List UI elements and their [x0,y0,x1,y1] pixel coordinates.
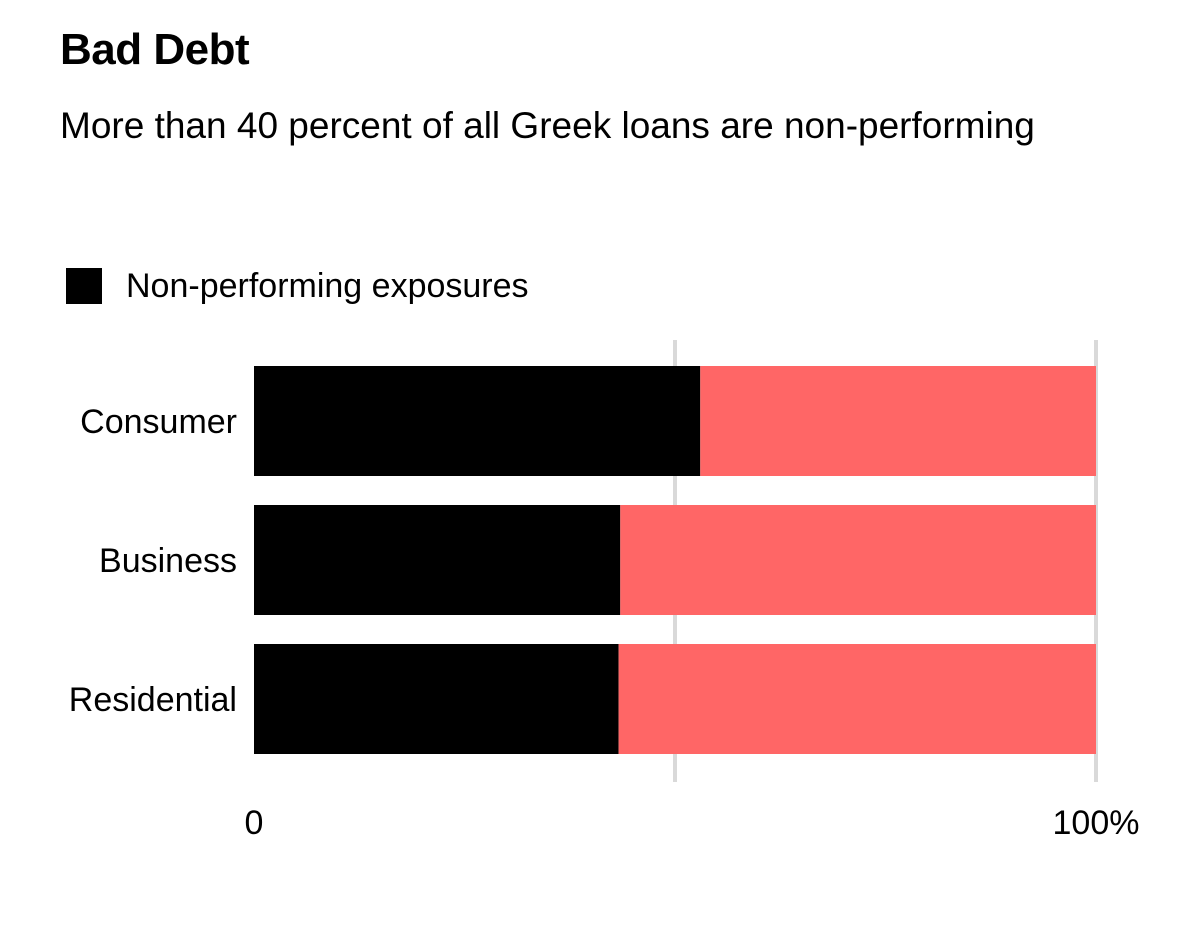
bar-consumer-segment-0 [254,366,701,476]
bar-business-segment-0 [254,505,621,615]
x-tick-label-1: 100% [1053,804,1140,842]
legend-swatch-non-performing [66,268,102,304]
category-label-residential: Residential [69,681,237,719]
chart-subtitle: More than 40 percent of all Greek loans … [60,105,1035,146]
bar-consumer-segment-1 [700,366,1096,476]
bar-business-segment-1 [620,505,1096,615]
bar-residential-segment-0 [254,644,619,754]
category-label-consumer: Consumer [80,403,237,441]
bar-residential-segment-1 [618,644,1096,754]
legend-label-non-performing: Non-performing exposures [126,267,529,305]
category-label-business: Business [99,542,237,580]
legend: Non-performing exposures [66,266,529,306]
chart-title: Bad Debt [60,25,250,74]
x-tick-label-0: 0 [245,804,264,842]
